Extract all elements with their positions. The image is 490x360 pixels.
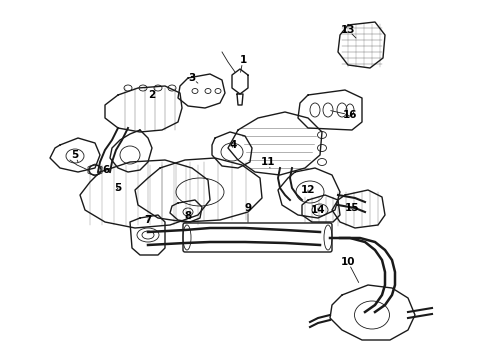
Text: 11: 11 [261, 157, 275, 167]
Text: 15: 15 [345, 203, 359, 213]
Text: 7: 7 [145, 215, 152, 225]
Text: 5: 5 [72, 150, 78, 160]
Text: 12: 12 [301, 185, 315, 195]
Text: 1: 1 [240, 55, 246, 65]
Text: 14: 14 [311, 205, 325, 215]
Text: 9: 9 [245, 203, 251, 213]
Text: 13: 13 [341, 25, 355, 35]
Text: 2: 2 [148, 90, 156, 100]
Text: 5: 5 [114, 183, 122, 193]
Text: 3: 3 [188, 73, 196, 83]
Text: 8: 8 [184, 211, 192, 221]
Text: 16: 16 [343, 110, 357, 120]
Text: 4: 4 [229, 140, 237, 150]
Text: 10: 10 [341, 257, 355, 267]
Text: 6: 6 [102, 165, 110, 175]
